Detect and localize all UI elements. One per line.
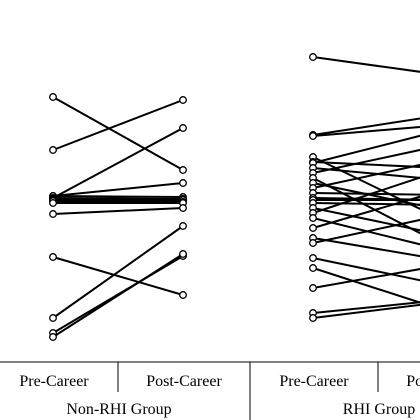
rhi-pair-line-5 bbox=[312, 134, 420, 164]
x-axis-table: Pre-Career Post-Career Pre-Career Post-C… bbox=[0, 361, 420, 420]
rhi-pair-line-18 bbox=[312, 195, 420, 229]
non-rhi-post-point-13 bbox=[179, 222, 187, 230]
rhi-pair-line-8 bbox=[312, 177, 420, 235]
group-label-rhi: RHI Group bbox=[343, 401, 415, 418]
rhi-pair-line-16 bbox=[312, 176, 420, 214]
non-rhi-post-point-2 bbox=[179, 179, 187, 187]
rhi-pair-line-14 bbox=[312, 202, 420, 206]
non-rhi-pre-point-0 bbox=[49, 93, 57, 101]
non-rhi-panel bbox=[49, 93, 187, 341]
rhi-pair-line-10 bbox=[312, 163, 420, 189]
non-rhi-pair-line-1 bbox=[52, 99, 184, 151]
rhi-pair-line-24 bbox=[312, 301, 420, 314]
rhi-pair-line-9 bbox=[312, 182, 420, 207]
rhi-pre-point-18 bbox=[309, 224, 317, 232]
rhi-pair-line-2 bbox=[312, 125, 420, 137]
non-rhi-pair-line-0 bbox=[52, 96, 184, 171]
rhi-pre-point-23 bbox=[309, 284, 317, 292]
non-rhi-pre-point-12 bbox=[49, 253, 57, 261]
non-rhi-pair-line-13 bbox=[52, 225, 184, 319]
tick-label-non-rhi-pre: Pre-Career bbox=[19, 373, 89, 390]
rhi-pre-point-17 bbox=[309, 214, 317, 222]
rhi-pair-line-7 bbox=[312, 148, 420, 174]
non-rhi-post-point-1 bbox=[179, 96, 187, 104]
non-rhi-post-point-12 bbox=[179, 291, 187, 299]
non-rhi-pre-point-11 bbox=[49, 210, 57, 218]
rhi-pre-point-25 bbox=[309, 314, 317, 322]
non-rhi-pair-line-2 bbox=[52, 182, 184, 197]
non-rhi-pair-line-4 bbox=[52, 127, 184, 199]
non-rhi-pair-line-9 bbox=[52, 200, 184, 203]
non-rhi-pre-point-1 bbox=[49, 146, 57, 154]
rhi-pair-line-11 bbox=[312, 192, 420, 196]
non-rhi-post-point-15 bbox=[179, 250, 187, 258]
non-rhi-post-point-11 bbox=[179, 204, 187, 212]
rhi-pre-point-22 bbox=[309, 264, 317, 272]
rhi-pair-line-21 bbox=[312, 257, 420, 282]
rhi-pair-line-17 bbox=[312, 217, 420, 246]
rhi-pre-point-2 bbox=[309, 132, 317, 140]
tick-label-non-rhi-post: Post-Career bbox=[146, 373, 222, 390]
rhi-pair-line-15 bbox=[312, 207, 420, 232]
rhi-pair-line-1 bbox=[312, 117, 420, 136]
non-rhi-pre-point-10 bbox=[49, 199, 57, 207]
non-rhi-pair-line-3 bbox=[52, 195, 184, 198]
tick-label-rhi-post: Post-Career bbox=[406, 373, 420, 390]
rhi-pair-line-22 bbox=[312, 267, 420, 304]
rhi-pre-point-21 bbox=[309, 254, 317, 262]
rhi-pair-line-25 bbox=[312, 303, 420, 319]
non-rhi-post-point-0 bbox=[179, 166, 187, 174]
rhi-pair-line-19 bbox=[312, 237, 420, 258]
rhi-pair-line-20 bbox=[312, 218, 420, 244]
rhi-pair-line-23 bbox=[312, 268, 420, 289]
non-rhi-pre-point-13 bbox=[49, 314, 57, 322]
tick-label-rhi-pre: Pre-Career bbox=[279, 373, 349, 390]
non-rhi-pre-point-15 bbox=[49, 333, 57, 341]
rhi-pre-point-0 bbox=[309, 53, 317, 61]
non-rhi-pair-line-11 bbox=[52, 207, 184, 215]
non-rhi-pair-line-15 bbox=[52, 253, 184, 338]
rhi-pair-line-0 bbox=[312, 56, 420, 73]
group-label-non-rhi: Non-RHI Group bbox=[66, 401, 171, 418]
rhi-pre-point-20 bbox=[309, 239, 317, 247]
rhi-panel bbox=[309, 53, 420, 322]
non-rhi-pair-line-12 bbox=[52, 256, 184, 296]
rhi-pair-line-4 bbox=[312, 161, 420, 168]
non-rhi-post-point-4 bbox=[179, 124, 187, 132]
